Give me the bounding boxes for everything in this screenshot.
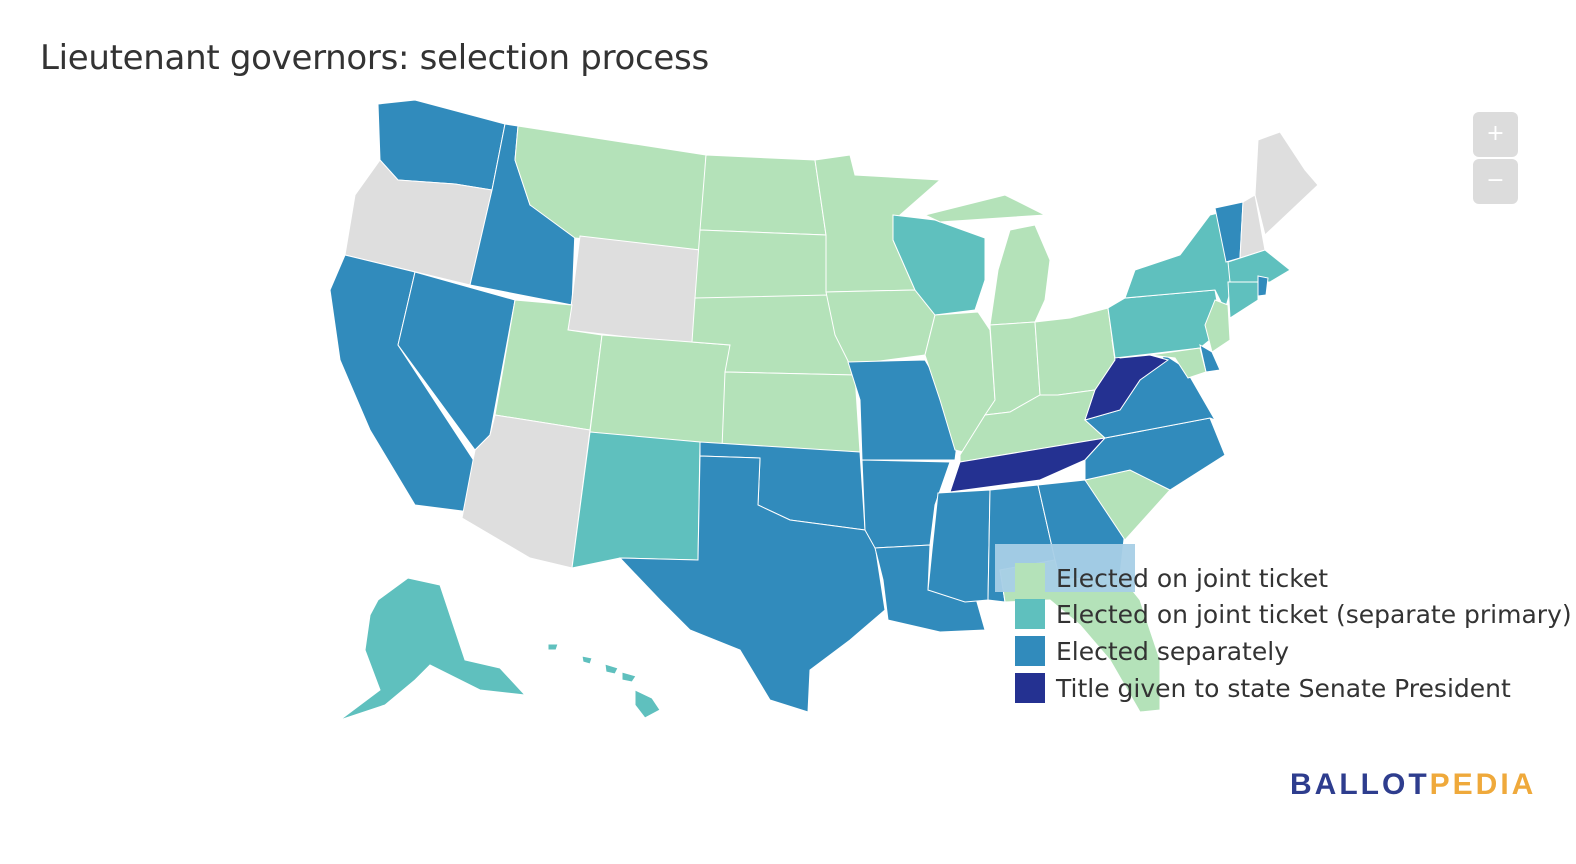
legend-item-separately[interactable]: Elected separately <box>1015 636 1289 666</box>
legend-label: Elected separately <box>1056 636 1289 666</box>
legend-swatch <box>1015 599 1045 629</box>
state-MO[interactable] <box>847 359 961 461</box>
state-CT[interactable] <box>1227 281 1259 319</box>
state-ND[interactable] <box>699 154 827 236</box>
state-NJ[interactable] <box>1204 299 1231 353</box>
state-RI[interactable] <box>1257 275 1269 297</box>
state-SD[interactable] <box>694 229 829 303</box>
ballotpedia-logo[interactable]: BALLOTPEDIA <box>1290 768 1536 802</box>
legend-item-joint[interactable]: Elected on joint ticket <box>1015 563 1328 593</box>
zoom-out-button[interactable]: − <box>1473 159 1518 204</box>
logo-pedia: PEDIA <box>1429 768 1537 801</box>
state-HI[interactable] <box>547 643 661 719</box>
state-LA[interactable] <box>874 544 986 633</box>
legend-label: Title given to state Senate President <box>1056 673 1511 703</box>
legend-swatch <box>1015 563 1045 593</box>
state-WA[interactable] <box>377 99 506 191</box>
state-MS[interactable] <box>927 489 991 603</box>
state-CO[interactable] <box>589 334 731 449</box>
state-WY[interactable] <box>567 235 701 346</box>
state-WI[interactable] <box>892 214 986 316</box>
state-TX[interactable] <box>618 455 886 713</box>
state-MD[interactable] <box>1149 347 1207 379</box>
state-MA[interactable] <box>1227 249 1291 283</box>
state-ME[interactable] <box>1254 131 1319 236</box>
legend-label: Elected on joint ticket (separate primar… <box>1056 599 1572 629</box>
legend-item-joint-separate-primary[interactable]: Elected on joint ticket (separate primar… <box>1015 599 1572 629</box>
logo-ballot: BALLOT <box>1290 768 1430 801</box>
state-TN[interactable] <box>949 437 1107 493</box>
zoom-in-button[interactable]: + <box>1473 112 1518 157</box>
legend-item-senate-president[interactable]: Title given to state Senate President <box>1015 673 1511 703</box>
state-NM[interactable] <box>571 431 701 569</box>
legend-swatch <box>1015 673 1045 703</box>
legend-label: Elected on joint ticket <box>1056 563 1328 593</box>
state-MI[interactable] <box>923 194 1051 326</box>
map-title: Lieutenant governors: selection process <box>40 38 709 78</box>
legend-swatch <box>1015 636 1045 666</box>
state-AK[interactable] <box>339 577 527 721</box>
state-KS[interactable] <box>721 371 861 453</box>
